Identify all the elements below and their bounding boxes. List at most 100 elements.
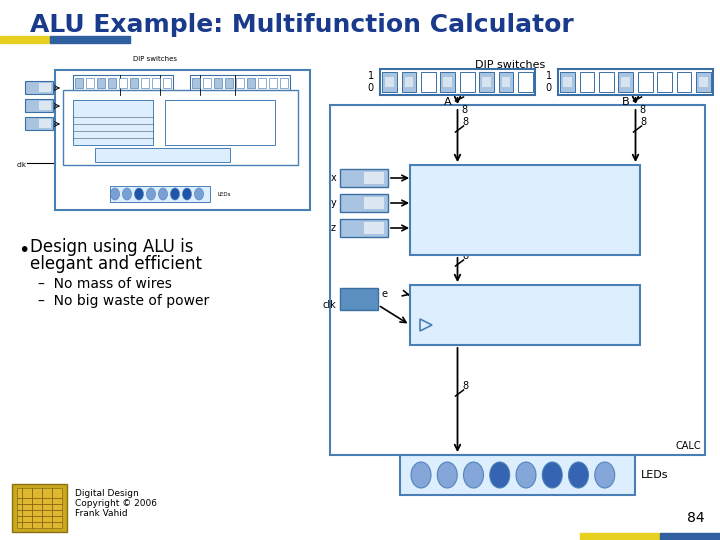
Ellipse shape: [437, 462, 457, 488]
Text: A: A: [444, 97, 451, 107]
Ellipse shape: [516, 462, 536, 488]
Bar: [73, 75, 173, 90]
Bar: [190, 75, 290, 90]
Text: –  No mass of wires: – No mass of wires: [38, 277, 172, 291]
Bar: [380, 69, 535, 95]
Text: 8: 8: [639, 105, 646, 115]
Bar: [364, 197, 384, 209]
Bar: [25, 99, 53, 112]
Ellipse shape: [464, 462, 484, 488]
Ellipse shape: [595, 462, 615, 488]
Bar: [364, 222, 384, 234]
Bar: [563, 77, 572, 87]
Text: Digital Design: Digital Design: [75, 489, 139, 497]
Bar: [677, 72, 691, 92]
Bar: [203, 78, 211, 88]
Ellipse shape: [194, 188, 204, 200]
Bar: [152, 78, 160, 88]
Text: z: z: [440, 218, 445, 228]
Text: 1: 1: [368, 71, 374, 82]
Text: 0: 0: [546, 83, 552, 93]
Ellipse shape: [158, 188, 168, 200]
Text: Frank Vahid: Frank Vahid: [75, 509, 127, 517]
Bar: [50, 36, 130, 43]
Text: LEDs: LEDs: [641, 470, 668, 480]
Bar: [641, 77, 649, 87]
Bar: [502, 77, 510, 87]
Bar: [696, 72, 711, 92]
Bar: [657, 72, 672, 92]
Bar: [482, 77, 491, 87]
Bar: [385, 77, 394, 87]
Bar: [405, 77, 413, 87]
Bar: [364, 172, 384, 184]
Bar: [463, 77, 472, 87]
Bar: [480, 72, 494, 92]
Bar: [444, 77, 452, 87]
Ellipse shape: [542, 462, 562, 488]
Bar: [39, 119, 51, 128]
Bar: [580, 533, 660, 540]
Bar: [558, 69, 713, 95]
Ellipse shape: [182, 188, 192, 200]
Bar: [165, 100, 275, 145]
Bar: [25, 117, 53, 130]
Text: –  No big waste of power: – No big waste of power: [38, 294, 210, 308]
Text: y: y: [53, 104, 56, 109]
Text: 1: 1: [546, 71, 552, 82]
Text: 0: 0: [368, 83, 374, 93]
Text: ALU: ALU: [108, 116, 118, 120]
Text: •: •: [18, 240, 30, 260]
Bar: [618, 72, 633, 92]
Text: ld     8-bit register: ld 8-bit register: [103, 152, 147, 158]
Bar: [580, 72, 595, 92]
Text: z: z: [331, 223, 336, 233]
Text: Design using ALU is: Design using ALU is: [30, 238, 194, 256]
Text: z: z: [53, 85, 56, 91]
Bar: [460, 72, 474, 92]
Bar: [25, 81, 53, 94]
Bar: [410, 165, 640, 255]
Text: y: y: [439, 198, 445, 208]
Bar: [441, 72, 455, 92]
Text: x: x: [440, 182, 446, 192]
Bar: [280, 78, 288, 88]
Text: LEDs: LEDs: [217, 192, 230, 197]
Bar: [247, 78, 255, 88]
Text: DIP switches: DIP switches: [475, 60, 545, 70]
Ellipse shape: [122, 188, 132, 200]
Text: CALC: CALC: [675, 441, 701, 451]
Bar: [340, 219, 388, 237]
Ellipse shape: [135, 188, 143, 200]
Text: S: S: [490, 231, 498, 244]
Bar: [340, 194, 388, 212]
Bar: [269, 78, 277, 88]
Text: x: x: [330, 173, 336, 183]
Text: x: x: [439, 173, 445, 183]
Text: B: B: [624, 170, 632, 180]
Text: x: x: [53, 122, 56, 126]
Ellipse shape: [110, 188, 120, 200]
Bar: [0, 36, 50, 43]
Text: y: y: [440, 200, 446, 210]
Text: 84: 84: [688, 511, 705, 525]
Text: DIP switches: DIP switches: [133, 56, 177, 62]
Bar: [86, 78, 94, 88]
Text: ld: ld: [420, 293, 431, 303]
Bar: [599, 72, 614, 92]
Text: ALU Example: Multifunction Calculator: ALU Example: Multifunction Calculator: [30, 13, 574, 37]
Bar: [410, 285, 640, 345]
Bar: [163, 78, 171, 88]
Bar: [17, 488, 62, 528]
Ellipse shape: [411, 462, 431, 488]
Bar: [110, 186, 210, 202]
Bar: [119, 78, 127, 88]
Bar: [498, 72, 513, 92]
Bar: [518, 72, 533, 92]
Bar: [73, 100, 153, 145]
Bar: [97, 78, 105, 88]
Bar: [382, 72, 397, 92]
Bar: [660, 533, 720, 540]
Text: Copyright © 2006: Copyright © 2006: [75, 498, 157, 508]
Ellipse shape: [569, 462, 588, 488]
